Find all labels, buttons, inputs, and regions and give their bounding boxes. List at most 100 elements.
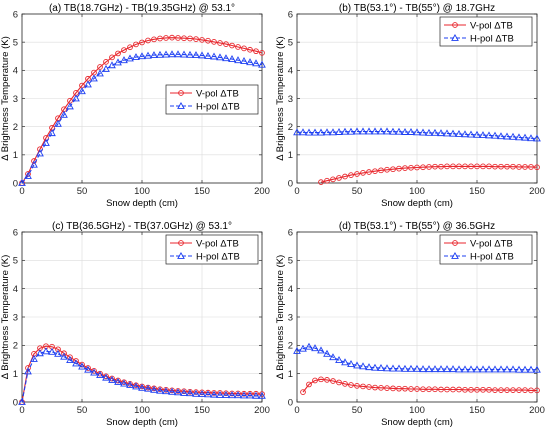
- data-point: [36, 149, 44, 157]
- data-point: [443, 365, 451, 373]
- data-point: [246, 58, 254, 66]
- data-point: [365, 363, 373, 371]
- data-point: [299, 344, 307, 352]
- series-v-pol: [318, 163, 540, 186]
- data-point: [192, 389, 200, 397]
- data-point: [323, 128, 331, 136]
- data-point: [30, 160, 38, 168]
- data-point: [432, 386, 438, 393]
- data-point: [348, 382, 354, 388]
- legend-entry: H-pol ΔTB: [470, 251, 514, 262]
- y-tick-label: 0: [288, 397, 293, 408]
- data-point: [305, 128, 313, 136]
- data-point: [432, 163, 438, 170]
- y-tick-label: 4: [13, 66, 18, 77]
- legend-marker: [177, 251, 185, 259]
- legend: V-pol ΔTB H-pol ΔTB: [165, 84, 259, 115]
- data-point: [528, 164, 534, 170]
- series-h-pol: [18, 347, 266, 405]
- data-point: [293, 346, 301, 354]
- y-tick-label: 5: [288, 37, 293, 48]
- axes-frame: [296, 13, 538, 184]
- data-point: [504, 387, 510, 393]
- data-point: [126, 380, 134, 388]
- data-point: [181, 388, 187, 395]
- data-point: [492, 387, 498, 393]
- data-point: [324, 177, 330, 184]
- data-point: [342, 381, 348, 387]
- legend-box: [439, 16, 533, 47]
- data-point: [311, 128, 319, 136]
- axes-frame: [296, 231, 538, 403]
- x-tick-label: 100: [134, 405, 150, 416]
- data-point: [347, 360, 355, 367]
- data-point: [486, 386, 492, 393]
- data-point: [450, 163, 456, 170]
- data-point: [468, 163, 474, 170]
- data-point: [413, 128, 421, 136]
- data-point: [360, 383, 366, 390]
- data-point: [485, 365, 493, 373]
- data-point: [72, 94, 80, 102]
- series-h-pol: [18, 50, 266, 186]
- data-point: [312, 377, 318, 384]
- data-point: [444, 386, 450, 393]
- y-tick-label: 4: [13, 284, 18, 295]
- data-point: [216, 53, 224, 61]
- data-point: [78, 87, 86, 95]
- data-point: [211, 390, 217, 396]
- chart-panel-4: 0 1 2 3 4 5 6 0 50 100 150 200 (d) TB(53.1°) - TB(55…: [275, 221, 545, 428]
- data-point: [467, 130, 475, 138]
- legend-entry: V-pol ΔTB: [196, 88, 239, 99]
- data-point: [174, 50, 182, 58]
- data-point: [324, 377, 330, 383]
- data-point: [175, 35, 181, 41]
- data-point: [162, 50, 170, 58]
- data-point: [115, 50, 121, 57]
- data-point: [241, 390, 247, 397]
- data-point: [150, 385, 158, 393]
- data-point: [311, 344, 319, 352]
- data-point: [419, 128, 427, 136]
- data-point: [425, 365, 433, 373]
- data-point: [533, 134, 541, 142]
- data-point: [18, 178, 26, 186]
- y-tick-label: 1: [288, 150, 293, 161]
- x-tick-label: 100: [409, 405, 425, 416]
- y-tick-label: 1: [288, 369, 293, 380]
- data-point: [181, 35, 187, 42]
- data-point: [235, 44, 241, 50]
- data-point: [366, 384, 372, 390]
- data-point: [234, 56, 242, 64]
- data-point: [377, 363, 385, 371]
- data-point: [378, 384, 384, 391]
- data-point: [438, 386, 444, 393]
- data-point: [359, 362, 367, 370]
- data-point: [216, 390, 224, 398]
- data-point: [384, 385, 390, 391]
- panel-title: (d) TB(53.1°) - TB(55°) @ 36.5GHz: [339, 221, 495, 232]
- y-tick-label: 6: [13, 9, 18, 20]
- y-tick-label: 3: [13, 94, 18, 105]
- data-point: [444, 163, 450, 170]
- series-line: [302, 378, 537, 393]
- data-point: [156, 386, 164, 394]
- data-point: [414, 386, 420, 392]
- data-point: [139, 39, 145, 46]
- data-point: [24, 171, 32, 179]
- x-tick-label: 100: [409, 186, 425, 197]
- y-tick-label: 6: [13, 227, 18, 238]
- data-point: [515, 365, 523, 373]
- data-point: [103, 59, 109, 65]
- y-axis-label: Δ Brightness Temperature (K): [0, 255, 11, 379]
- data-point: [168, 50, 176, 58]
- y-tick-label: 5: [13, 256, 18, 267]
- data-point: [479, 131, 487, 139]
- data-point: [180, 50, 188, 58]
- data-point: [521, 365, 529, 373]
- data-point: [449, 129, 457, 137]
- data-point: [420, 386, 426, 393]
- data-point: [456, 386, 462, 393]
- data-point: [18, 397, 26, 405]
- legend: V-pol ΔTB H-pol ΔTB: [439, 234, 533, 265]
